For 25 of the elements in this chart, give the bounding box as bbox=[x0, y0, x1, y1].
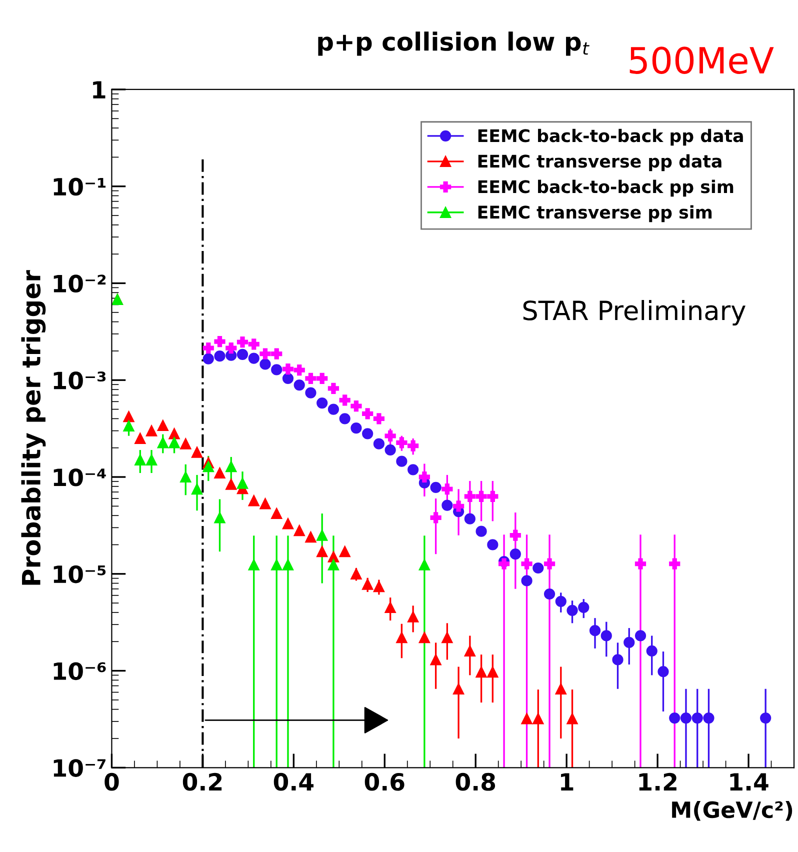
text: 500MeV bbox=[630, 46, 774, 74]
legend-label: EEMC back-to-back pp sim bbox=[478, 180, 734, 197]
x-axis-title: M(GeV/c²) bbox=[672, 800, 792, 821]
x-tick-label: 0.4 bbox=[274, 772, 314, 791]
annotation: STAR Preliminary bbox=[523, 300, 746, 326]
x-tick-label: 1 bbox=[561, 773, 574, 790]
chart-title: p+p collision low p$_{t}$ bbox=[318, 32, 590, 56]
y-tick-label: 10⁻⁵ bbox=[54, 565, 106, 584]
y-tick-label: 10⁻² bbox=[54, 274, 106, 293]
x-tick-label: 0.6 bbox=[364, 772, 404, 791]
y-tick-label: 10⁻⁷ bbox=[54, 759, 106, 777]
legend-label: EEMC back-to-back pp data bbox=[478, 128, 743, 146]
x-tick-label: 1.2 bbox=[639, 772, 676, 790]
y-tick-label: 10⁻¹ bbox=[54, 178, 106, 196]
legend-label: EEMC transverse pp sim bbox=[478, 205, 712, 222]
x-tick-label: 0 bbox=[104, 772, 119, 791]
y-tick-label: 10⁻⁶ bbox=[54, 662, 106, 680]
x-tick-label: 0.8 bbox=[456, 772, 496, 791]
y-tick-label: 10⁻³ bbox=[54, 372, 106, 390]
y-tick-label: 10⁻⁴ bbox=[54, 468, 106, 486]
y-tick-label: 1 bbox=[93, 81, 106, 98]
x-tick-label: 0.2 bbox=[182, 772, 222, 791]
y-axis-title: Probability per trigger bbox=[21, 270, 46, 585]
x-tick-label: 1.4 bbox=[730, 773, 768, 790]
legend-label: EEMC transverse pp data bbox=[478, 154, 722, 172]
